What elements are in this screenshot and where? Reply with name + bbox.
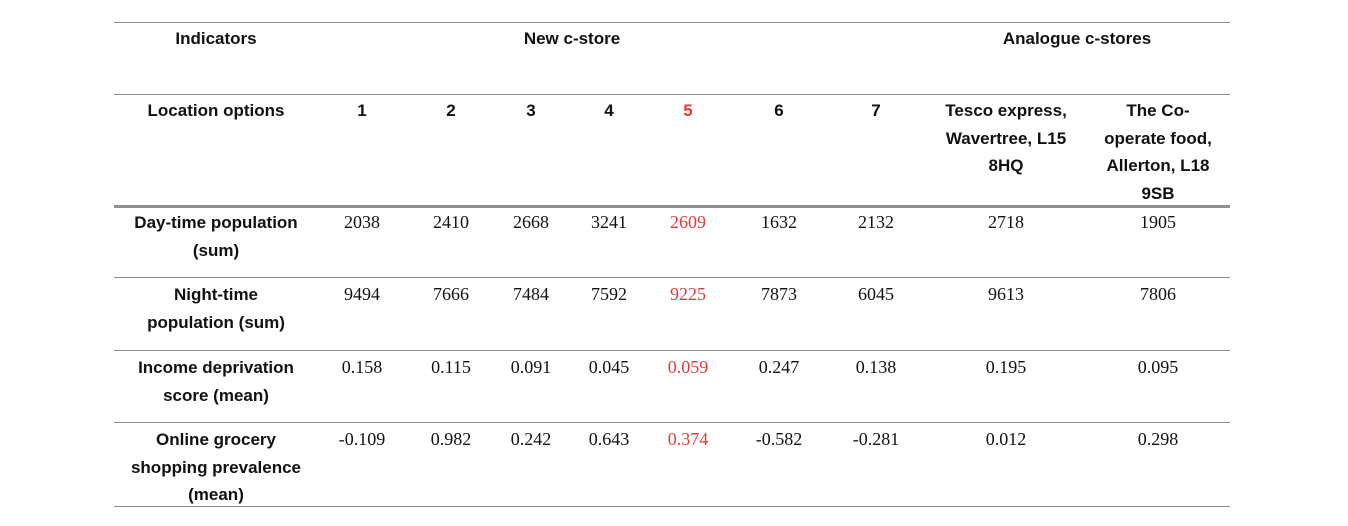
row-label-line: shopping prevalence	[130, 457, 302, 477]
row-label-day-time-population: Day-time population (sum)	[106, 209, 326, 264]
value-cell: 2668	[513, 212, 549, 232]
header-analogue-c-stores: Analogue c-stores	[1002, 29, 1152, 48]
table-bottom-rule	[114, 506, 1230, 507]
value-cell: 2132	[858, 212, 894, 232]
value-cell: -0.281	[852, 429, 900, 449]
value-cell: 0.247	[758, 357, 800, 377]
value-cell: 7484	[513, 284, 549, 304]
value-cell: 2718	[988, 212, 1024, 232]
analogue-store-tesco-line: 8HQ	[988, 156, 1024, 175]
value-cell: 7666	[433, 284, 469, 304]
value-cell: 0.643	[588, 429, 630, 449]
value-cell-highlighted: 9225	[670, 284, 706, 304]
location-option-6: 6	[774, 101, 784, 120]
row-label-income-deprivation: Income deprivation score (mean)	[106, 354, 326, 409]
value-cell: 0.115	[431, 357, 471, 377]
location-option-2: 2	[446, 101, 456, 120]
value-cell-highlighted: 2609	[670, 212, 706, 232]
value-cell-highlighted: 0.374	[667, 429, 709, 449]
value-cell: -0.582	[755, 429, 803, 449]
header-bottom-rule	[114, 205, 1230, 208]
header-rule	[114, 94, 1230, 95]
value-cell: 1632	[761, 212, 797, 232]
row-label-line: population (sum)	[147, 312, 285, 332]
value-cell: 9494	[344, 284, 380, 304]
location-option-7: 7	[871, 101, 881, 120]
analogue-store-coop-line: Allerton, L18	[1106, 156, 1210, 175]
value-cell: 7592	[591, 284, 627, 304]
row-divider	[114, 350, 1230, 351]
analogue-store-tesco-line: Tesco express,	[945, 101, 1067, 120]
location-option-5-highlighted: 5	[683, 101, 693, 120]
analogue-store-coop: The Co- operate food, Allerton, L18 9SB	[1088, 97, 1228, 207]
value-cell: 2410	[433, 212, 469, 232]
row-label-night-time-population: Night-time population (sum)	[106, 281, 326, 336]
row-divider	[114, 277, 1230, 278]
analogue-store-coop-line: operate food,	[1104, 128, 1212, 148]
value-cell: 0.242	[510, 429, 552, 449]
table-top-rule	[114, 22, 1230, 23]
value-cell: 0.012	[985, 429, 1027, 449]
value-cell: 2038	[344, 212, 380, 232]
value-cell: 3241	[591, 212, 627, 232]
value-cell: 0.195	[985, 357, 1027, 377]
value-cell: 0.138	[855, 357, 897, 377]
analogue-store-tesco-line: Wavertree, L15	[945, 128, 1067, 148]
value-cell: -0.109	[338, 429, 386, 449]
value-cell: 7873	[761, 284, 797, 304]
value-cell: 1905	[1140, 212, 1176, 232]
value-cell: 0.982	[430, 429, 472, 449]
location-option-4: 4	[604, 101, 614, 120]
row-label-line: (mean)	[188, 485, 244, 504]
row-label-line: Night-time	[173, 285, 259, 304]
header-indicators: Indicators	[175, 29, 257, 48]
value-cell: 0.091	[510, 357, 552, 377]
value-cell: 0.045	[588, 357, 630, 377]
value-cell: 9613	[988, 284, 1024, 304]
value-cell: 7806	[1140, 284, 1176, 304]
value-cell: 0.158	[341, 357, 383, 377]
value-cell: 0.298	[1137, 429, 1179, 449]
header-new-c-store: New c-store	[523, 29, 621, 48]
row-label-line: Day-time population	[134, 213, 298, 232]
location-option-3: 3	[526, 101, 536, 120]
row-label-line: Income deprivation	[138, 358, 294, 377]
row-label-online-grocery-shopping: Online grocery shopping prevalence (mean…	[106, 426, 326, 509]
value-cell-highlighted: 0.059	[667, 357, 709, 377]
row-label-line: Online grocery	[156, 430, 276, 449]
location-options-label: Location options	[147, 101, 285, 120]
row-label-line: score (mean)	[163, 385, 269, 405]
value-cell: 6045	[858, 284, 894, 304]
row-label-line: (sum)	[192, 240, 240, 260]
analogue-store-coop-line: 9SB	[1141, 183, 1175, 203]
location-option-1: 1	[357, 101, 367, 120]
value-cell: 0.095	[1137, 357, 1179, 377]
analogue-store-coop-line: The Co-	[1126, 101, 1190, 120]
row-divider	[114, 422, 1230, 423]
analogue-store-tesco: Tesco express, Wavertree, L15 8HQ	[926, 97, 1086, 180]
